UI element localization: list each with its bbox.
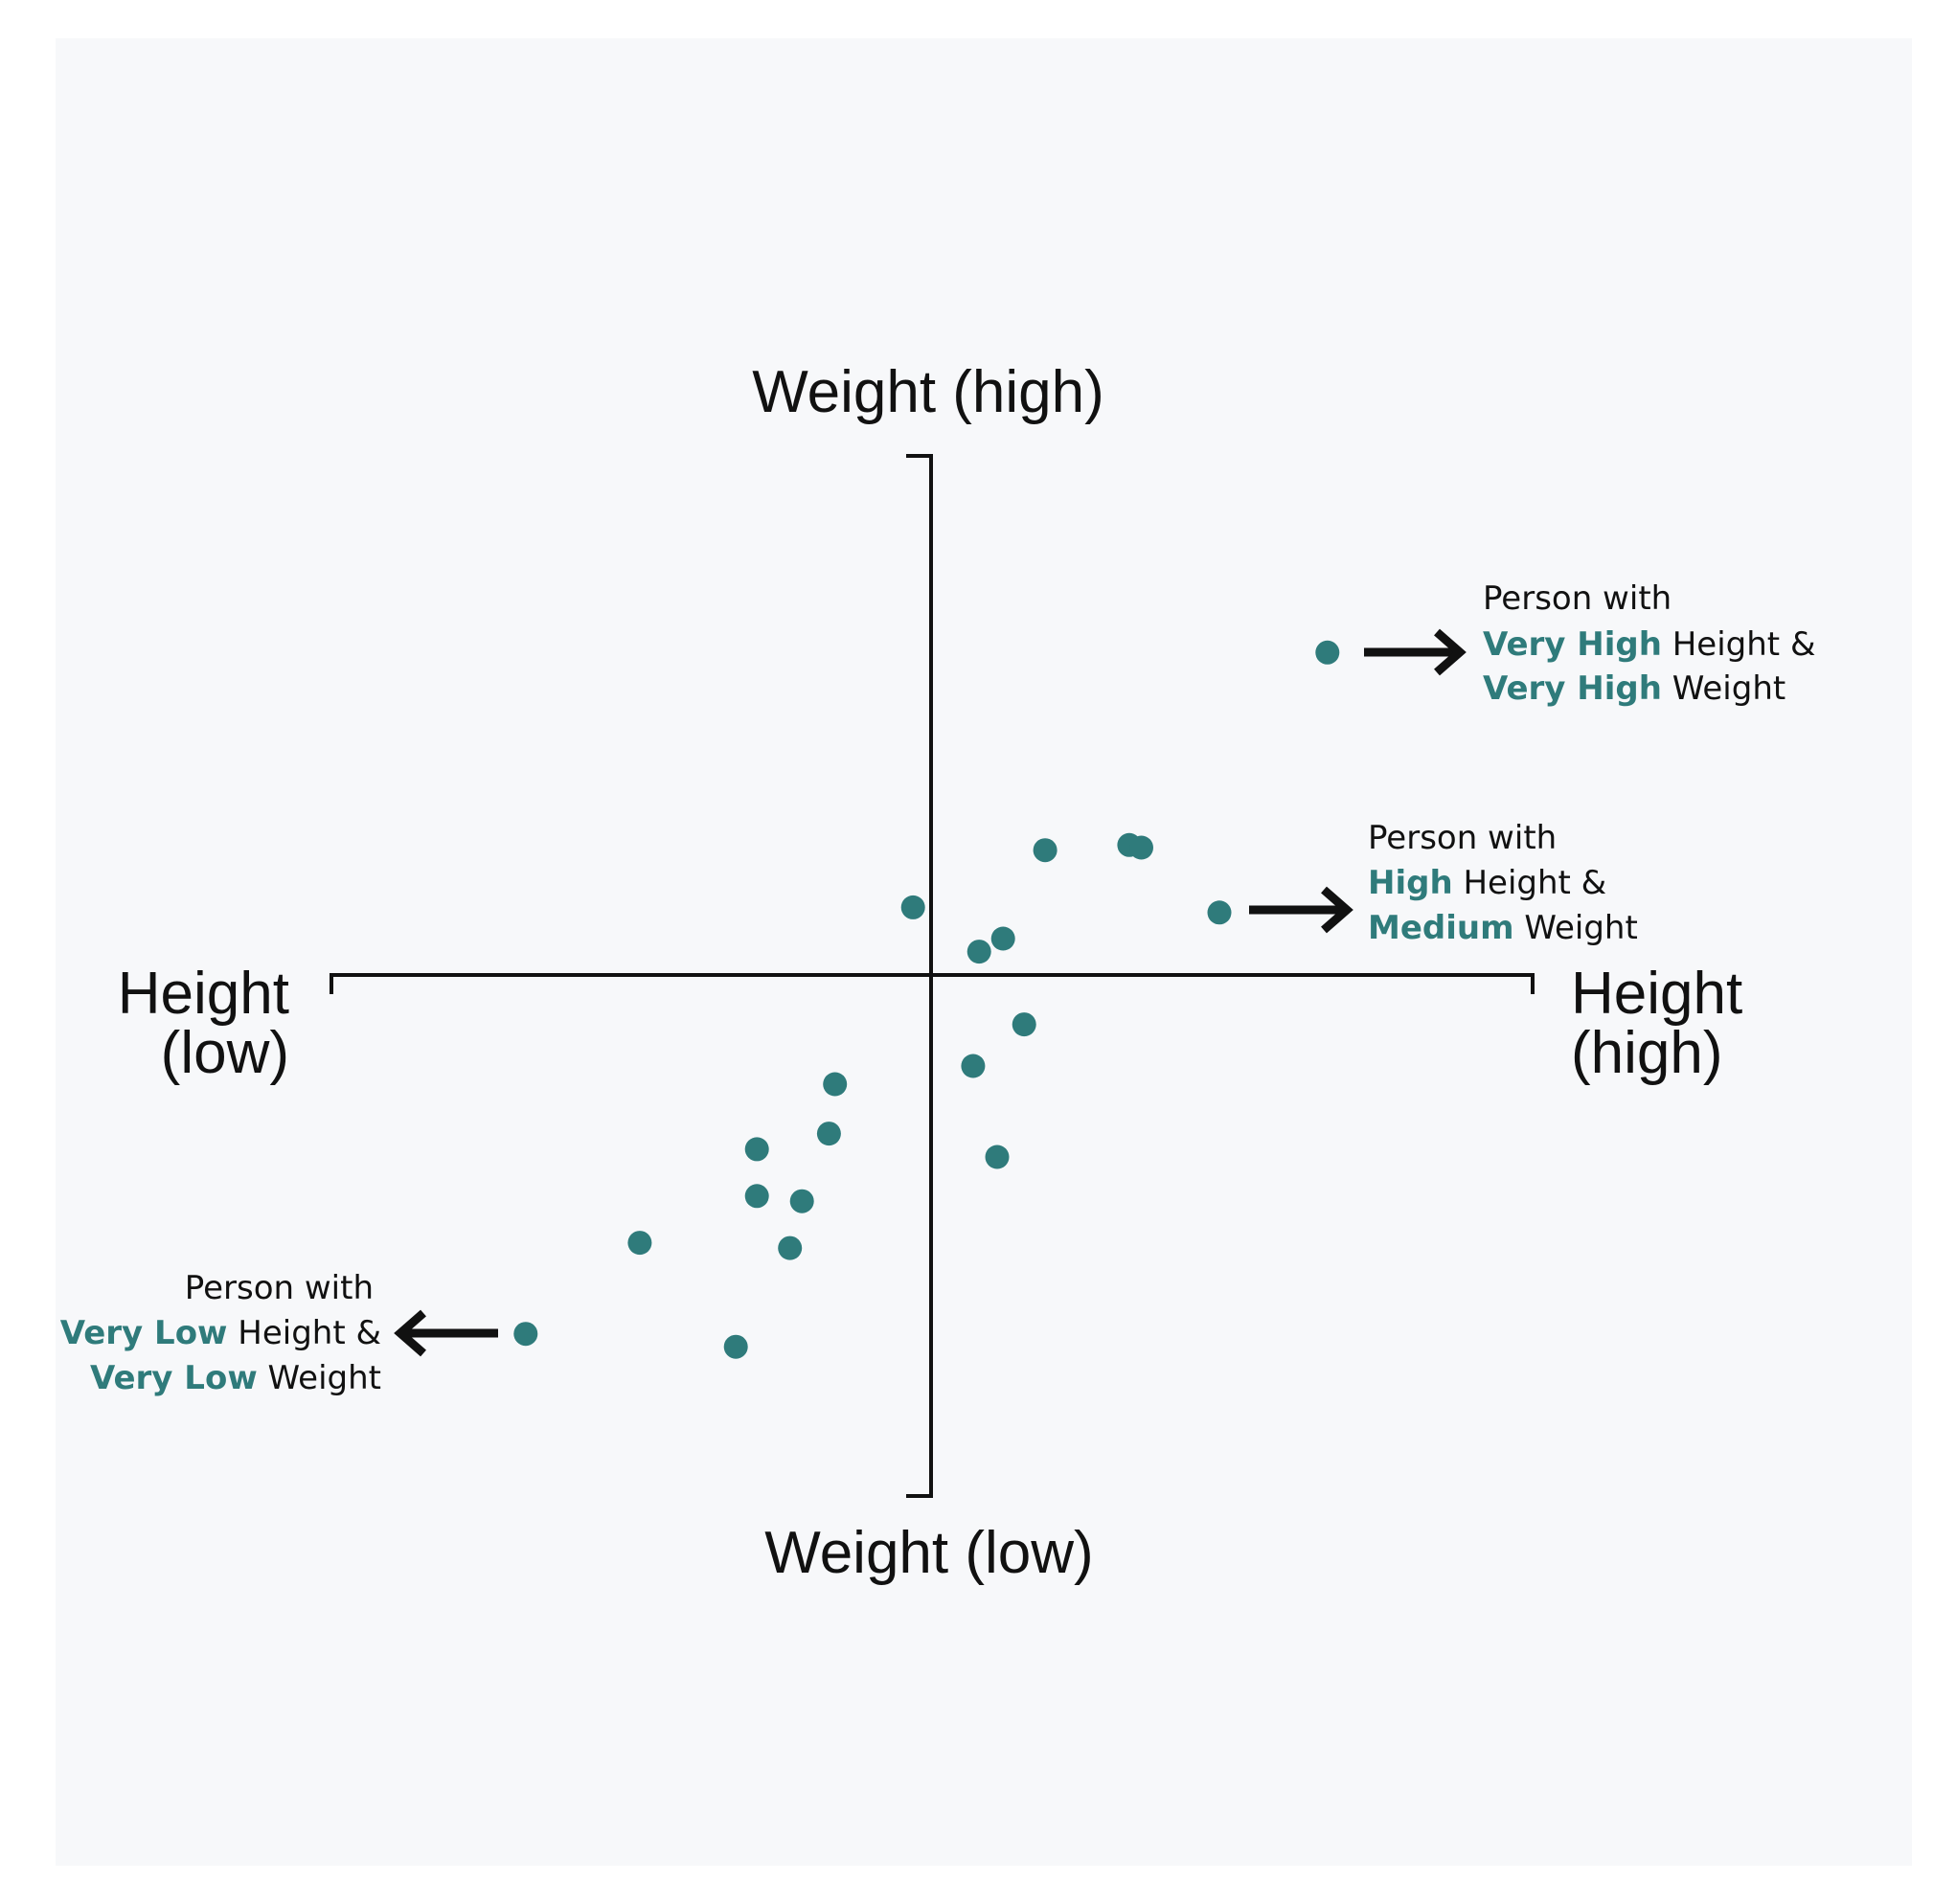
svg-text:Person with: Person with [1368,819,1557,857]
data-point-17 [627,1231,652,1256]
annotation-very-high: Person with Very High Height & Very High… [1483,579,1815,708]
svg-text:Person with: Person with [185,1269,374,1307]
annotation-very-high-line2-rest: Height & [1662,625,1816,664]
annotation-arrows [394,628,1467,1357]
data-point-2 [1033,838,1058,863]
data-point-8 [967,940,991,964]
data-point-4 [1129,835,1153,860]
annotation-very-low-line3-rest: Weight [258,1359,381,1397]
data-point-6 [1207,900,1232,925]
x-axis-low-label-line2: (low) [161,1020,289,1086]
arrow-very-low [394,1309,498,1357]
data-point-18 [778,1235,803,1260]
annotation-high-medium-line2-rest: Height & [1453,864,1607,902]
annotation-very-high-line1: Person with [1483,579,1672,618]
data-point-1 [1315,640,1340,665]
y-axis-high-label: Weight (high) [752,359,1104,425]
svg-text:Medium Weight: Medium Weight [1368,909,1638,947]
annotation-very-low-line2-rest: Height & [227,1314,381,1352]
annotation-very-low-line3-highlight: Very Low [90,1359,258,1397]
data-point-13 [744,1137,769,1162]
data-point-5 [900,895,925,919]
data-point-16 [789,1189,814,1213]
svg-text:Very High Weight: Very High Weight [1483,669,1785,708]
annotation-high-medium-line1: Person with [1368,819,1557,857]
svg-text:High Height &: High Height & [1368,864,1606,902]
svg-text:Very Low Height &: Very Low Height & [60,1314,381,1352]
x-axis-high-label-line1: Height [1571,961,1742,1027]
annotation-very-high-line2-highlight: Very High [1483,625,1662,664]
data-point-14 [985,1145,1010,1169]
data-points [513,640,1340,1359]
annotation-very-low-line2-highlight: Very Low [60,1314,228,1352]
data-point-19 [513,1322,538,1347]
data-point-9 [1012,1012,1036,1037]
annotation-very-high-line3-highlight: Very High [1483,669,1662,708]
x-axis-low-label-line1: Height [118,961,289,1027]
data-point-15 [744,1184,769,1209]
x-axis-high-label-line2: (high) [1571,1020,1723,1086]
annotation-high-medium-line3-highlight: Medium [1368,909,1514,947]
annotation-very-low: Person with Very Low Height & Very Low W… [60,1269,381,1397]
annotation-very-low-line1: Person with [185,1269,374,1307]
axes [330,454,1535,1498]
svg-text:Very High Height &: Very High Height & [1483,625,1815,664]
data-point-12 [816,1122,841,1146]
annotation-very-high-line3-rest: Weight [1662,669,1785,708]
data-point-11 [823,1072,848,1097]
arrow-very-high [1364,628,1467,676]
annotation-high-medium-line3-rest: Weight [1514,909,1638,947]
annotation-high-medium: Person with High Height & Medium Weight [1368,819,1638,947]
data-point-20 [723,1334,748,1359]
svg-text:Person with: Person with [1483,579,1672,618]
y-axis-low-label: Weight (low) [764,1520,1093,1586]
x-axis-line [330,973,1535,994]
svg-text:Very Low Weight: Very Low Weight [90,1359,381,1397]
arrow-high-medium [1249,886,1353,934]
data-point-7 [990,926,1015,951]
data-point-10 [961,1054,986,1078]
annotation-high-medium-line2-highlight: High [1368,864,1453,902]
